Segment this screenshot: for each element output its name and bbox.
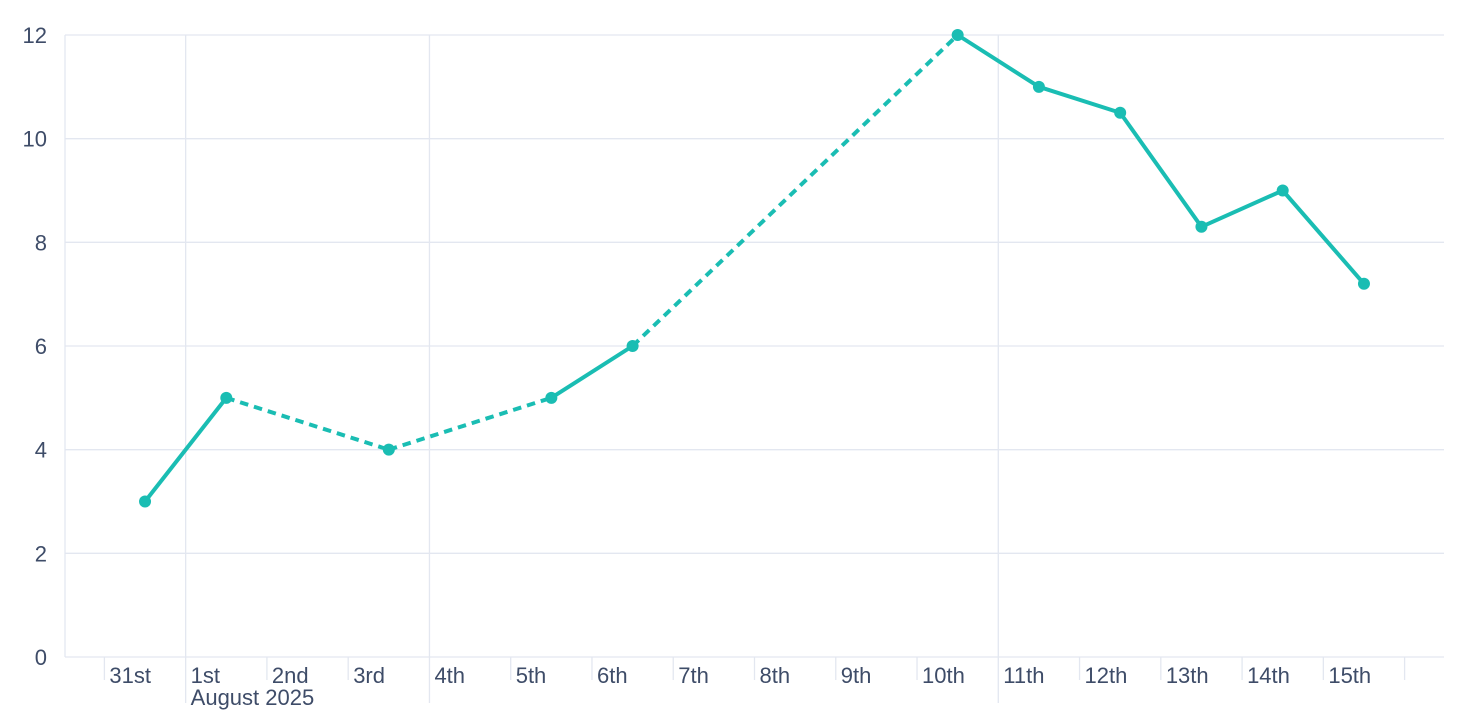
x-axis-label: 2nd	[272, 663, 309, 688]
data-point-marker[interactable]	[545, 391, 558, 404]
data-point-marker[interactable]	[1276, 184, 1289, 197]
x-axis-label: 7th	[678, 663, 709, 688]
x-axis-label: 9th	[841, 663, 872, 688]
x-axis-label: 6th	[597, 663, 628, 688]
data-point-marker[interactable]	[951, 29, 964, 41]
data-point-marker[interactable]	[1195, 220, 1208, 233]
data-point-marker[interactable]	[139, 495, 152, 508]
x-axis-label: 1st	[191, 663, 220, 688]
data-point-marker[interactable]	[1357, 277, 1370, 290]
x-axis-label: 3rd	[353, 663, 385, 688]
x-axis-label: 15th	[1328, 663, 1371, 688]
x-axis-label: 14th	[1247, 663, 1290, 688]
x-axis-label: 13th	[1166, 663, 1209, 688]
y-axis-label: 10	[23, 127, 47, 152]
series-segment-solid	[549, 344, 635, 400]
grid	[64, 34, 1444, 703]
series-segment-solid	[143, 395, 229, 504]
y-axis-label: 12	[23, 23, 47, 48]
data-point-marker[interactable]	[1114, 106, 1127, 119]
x-axis-label: 12th	[1085, 663, 1128, 688]
series-segment-dashed	[225, 395, 390, 452]
data-point-marker[interactable]	[220, 391, 233, 404]
series-segment-solid	[1280, 188, 1366, 286]
series-segment-dashed	[388, 395, 552, 452]
series-segment-solid	[1118, 110, 1204, 229]
data-point-marker[interactable]	[626, 340, 639, 352]
data-point-marker[interactable]	[1032, 80, 1045, 93]
series-segment-dashed	[631, 33, 960, 348]
y-axis-label: 8	[35, 230, 47, 255]
x-axis-label: 10th	[922, 663, 965, 688]
series-line	[143, 33, 1366, 504]
x-axis-label: 5th	[516, 663, 547, 688]
y-axis-label: 2	[35, 541, 47, 566]
series-segment-solid	[955, 33, 1041, 89]
data-point-marker[interactable]	[382, 443, 395, 456]
series-segment-solid	[1036, 84, 1123, 115]
y-axis-label: 4	[35, 438, 47, 463]
x-axis-label: 8th	[760, 663, 791, 688]
y-axis-label: 6	[35, 334, 47, 359]
data-point-markers	[139, 29, 1370, 508]
x-axis-label: 11th	[1003, 663, 1044, 688]
y-axis-label: 0	[35, 645, 47, 670]
x-axis-label: 31st	[109, 663, 151, 688]
series-segment-solid	[1199, 188, 1285, 229]
x-axis-secondary-label: August 2025	[191, 685, 315, 710]
x-axis-label: 4th	[434, 663, 465, 688]
axes	[103, 657, 1406, 680]
